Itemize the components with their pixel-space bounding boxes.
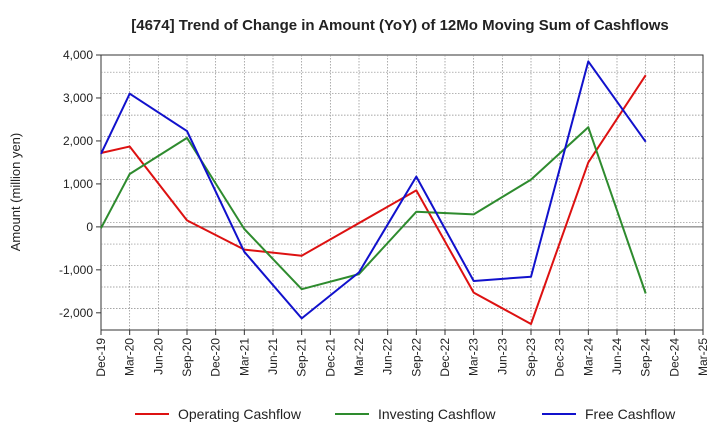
x-tick-label: Jun-22	[381, 338, 395, 375]
y-tick-label: -1,000	[59, 263, 93, 277]
legend-label: Free Cashflow	[585, 406, 676, 422]
x-tick-label: Jun-24	[610, 338, 624, 375]
x-tick-label: Mar-23	[467, 338, 481, 376]
x-tick-label: Dec-19	[94, 338, 108, 377]
y-axis-label: Amount (million yen)	[8, 133, 23, 252]
legend-label: Operating Cashflow	[178, 406, 302, 422]
x-tick-label: Jun-23	[495, 338, 509, 375]
axes: 4,000 3,000 2,000 1,000 0 -1,000 -2,000 Dec-19 M…	[59, 48, 710, 377]
series-line-operating-cashflow	[100, 74, 647, 325]
x-tick-label: Dec-20	[209, 338, 223, 377]
series-lines	[100, 60, 647, 325]
x-tick-label: Mar-25	[696, 338, 710, 376]
legend-label: Investing Cashflow	[378, 406, 496, 422]
x-tick-label: Jun-21	[266, 338, 280, 375]
x-tick-label: Sep-24	[639, 338, 653, 377]
plot-frame	[100, 54, 704, 331]
x-tick-label: Mar-21	[237, 338, 251, 376]
x-tick-label: Sep-23	[524, 338, 538, 377]
x-tick-label: Sep-22	[409, 338, 423, 377]
x-tick-label: Mar-24	[581, 338, 595, 376]
x-tick-label: Sep-21	[295, 338, 309, 377]
y-tick-label: 0	[86, 220, 93, 234]
x-tick-label: Mar-22	[352, 338, 366, 376]
y-tick-label: -2,000	[59, 306, 93, 320]
y-tick-label: 1,000	[63, 177, 93, 191]
legend: Operating Cashflow Investing Cashflow Free…	[135, 406, 676, 422]
y-tick-label: 3,000	[63, 91, 93, 105]
chart-title: [4674] Trend of Change in Amount (YoY) o…	[131, 17, 669, 34]
x-tick-label: Dec-21	[323, 338, 337, 377]
series-line-free-cashflow	[100, 60, 647, 320]
x-tick-label: Dec-22	[438, 338, 452, 377]
x-tick-label: Dec-23	[553, 338, 567, 377]
series-line-investing-cashflow	[100, 126, 647, 294]
x-tick-label: Jun-20	[151, 338, 165, 375]
y-tick-label: 2,000	[63, 134, 93, 148]
x-tick-label: Mar-20	[123, 338, 137, 376]
x-tick-label: Sep-20	[180, 338, 194, 377]
x-tick-label: Dec-24	[667, 338, 681, 377]
y-tick-label: 4,000	[63, 48, 93, 62]
